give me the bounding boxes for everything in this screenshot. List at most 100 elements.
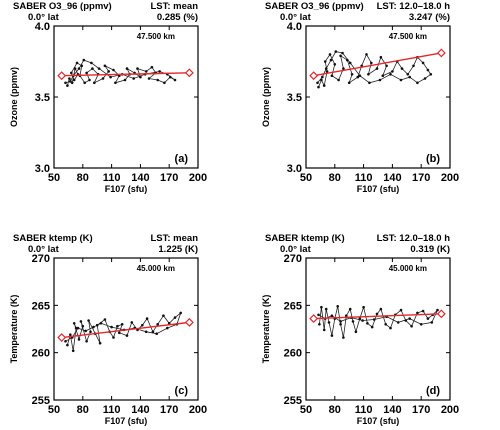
- lst-label: LST: mean: [150, 1, 198, 12]
- panel-label: (b): [426, 153, 440, 165]
- data-point: [368, 81, 371, 85]
- data-point: [412, 64, 415, 68]
- data-point: [426, 317, 430, 320]
- data-point: [109, 75, 112, 79]
- data-point: [76, 326, 80, 330]
- data-point: [366, 322, 369, 325]
- data-point: [68, 77, 71, 80]
- x-tick-label: 140: [131, 404, 149, 416]
- data-point: [141, 323, 144, 327]
- data-point: [163, 81, 166, 85]
- data-point: [324, 67, 328, 70]
- x-tick-label: 110: [103, 172, 121, 184]
- data-point: [330, 314, 334, 317]
- x-tick-label: 170: [160, 172, 178, 184]
- data-point: [99, 322, 103, 325]
- data-point: [391, 70, 394, 73]
- data-point: [316, 81, 319, 85]
- trend-endpoint-marker: [57, 333, 67, 342]
- lst-label: LST: 12.0–18.0 h: [377, 1, 451, 12]
- x-tick-label: 80: [77, 404, 89, 416]
- trend-line: [61, 321, 190, 339]
- data-point: [85, 340, 88, 343]
- data-point: [329, 58, 333, 62]
- x-tick-label: 80: [329, 172, 341, 184]
- y-axis-label: Temperature (K): [9, 295, 19, 364]
- data-point: [77, 338, 81, 341]
- data-point: [419, 323, 423, 326]
- data-point: [327, 321, 331, 324]
- x-tick-label: 200: [441, 404, 459, 416]
- data-point: [421, 309, 425, 313]
- data-point: [423, 77, 427, 80]
- data-point: [145, 317, 149, 320]
- data-point: [168, 75, 172, 79]
- data-point: [389, 73, 392, 76]
- data-point: [91, 67, 94, 70]
- x-tick-label: 170: [412, 404, 430, 416]
- data-point: [421, 61, 425, 65]
- x-tick-label: 50: [48, 172, 60, 184]
- data-point: [328, 53, 332, 56]
- data-point: [103, 318, 107, 321]
- x-tick-label: 110: [355, 404, 373, 416]
- data-point: [70, 71, 73, 75]
- data-point: [147, 77, 151, 80]
- x-axis-label: F107 (sfu): [357, 416, 400, 426]
- data-point: [166, 326, 169, 330]
- data-point: [97, 67, 101, 70]
- data-point: [69, 80, 72, 83]
- data-point: [156, 78, 159, 82]
- data-point: [116, 324, 119, 328]
- x-axis-label: F107 (sfu): [105, 184, 148, 194]
- y-axis-label: Ozone (ppmv): [261, 67, 271, 127]
- y-tick-label: 260: [284, 348, 302, 360]
- data-point: [77, 67, 81, 70]
- panel-label: (d): [426, 385, 440, 397]
- x-tick-label: 170: [412, 172, 430, 184]
- data-point: [339, 323, 342, 326]
- y-tick-label: 255: [284, 395, 302, 407]
- altitude-label: 47.500 km: [137, 32, 175, 41]
- data-point: [333, 63, 337, 66]
- x-tick-label: 140: [383, 404, 401, 416]
- plot-frame: [53, 25, 199, 169]
- data-point: [356, 75, 360, 79]
- amplitude-label: 3.247 (%): [409, 12, 450, 23]
- y-axis-label: Temperature (K): [261, 295, 271, 364]
- data-point: [136, 67, 139, 70]
- data-point: [144, 70, 148, 73]
- data-point: [404, 319, 408, 322]
- data-point: [358, 74, 362, 77]
- data-point: [322, 328, 326, 332]
- altitude-label: 45.000 km: [389, 264, 427, 273]
- data-point: [95, 323, 99, 327]
- plot-frame: [53, 257, 199, 401]
- data-point: [408, 75, 411, 79]
- data-point: [350, 73, 354, 76]
- data-point: [385, 64, 388, 68]
- data-point: [416, 81, 419, 85]
- data-point: [66, 343, 69, 347]
- data-point: [370, 325, 374, 329]
- panel-label: (a): [175, 153, 189, 165]
- trend-line: [313, 52, 442, 77]
- data-point: [396, 321, 400, 324]
- data-point: [365, 53, 368, 56]
- y-tick-label: 4.0: [35, 21, 50, 33]
- data-point: [318, 323, 321, 326]
- data-point: [66, 84, 69, 87]
- y-tick-label: 265: [284, 300, 302, 312]
- data-point: [75, 61, 79, 65]
- data-point: [167, 322, 171, 325]
- data-point: [92, 325, 95, 329]
- data-point: [410, 324, 413, 328]
- data-point: [110, 325, 113, 329]
- data-point: [330, 74, 334, 77]
- data-point: [436, 308, 439, 312]
- altitude-label: 45.000 km: [137, 264, 175, 273]
- data-point: [151, 330, 155, 334]
- altitude-label: 47.500 km: [389, 32, 427, 41]
- data-point: [345, 314, 348, 317]
